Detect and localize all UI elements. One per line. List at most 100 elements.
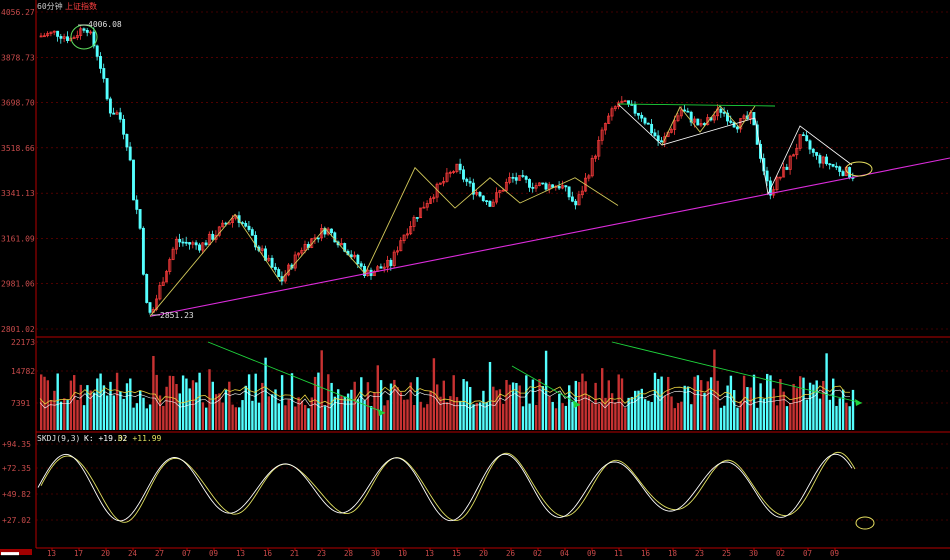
volume-bar[interactable] (333, 396, 337, 430)
candle-body[interactable] (181, 241, 185, 244)
volume-bar[interactable] (436, 384, 439, 430)
candle-body[interactable] (504, 181, 508, 191)
volume-bar[interactable] (673, 408, 676, 430)
candle-body[interactable] (148, 302, 152, 313)
candle-body[interactable] (838, 166, 842, 172)
candle-body[interactable] (528, 179, 531, 188)
candle-body[interactable] (221, 222, 225, 228)
candle-body[interactable] (524, 176, 528, 180)
candle-body[interactable] (739, 118, 743, 130)
candle-body[interactable] (732, 122, 736, 128)
candle-body[interactable] (792, 154, 795, 157)
candle-body[interactable] (392, 251, 396, 267)
candle-body[interactable] (72, 37, 76, 39)
candle-body[interactable] (815, 152, 819, 156)
candle-body[interactable] (818, 155, 822, 164)
candle-body[interactable] (475, 192, 479, 195)
candle-body[interactable] (607, 115, 611, 124)
volume-bar[interactable] (690, 404, 693, 430)
volume-bar[interactable] (601, 368, 604, 430)
candle-body[interactable] (518, 175, 522, 181)
candle-body[interactable] (673, 120, 677, 130)
volume-bar[interactable] (323, 406, 327, 430)
candle-body[interactable] (801, 134, 805, 137)
candle-body[interactable] (455, 163, 459, 172)
volume-bar[interactable] (106, 395, 109, 430)
volume-bar[interactable] (686, 386, 690, 430)
candle-body[interactable] (125, 133, 129, 148)
candle-body[interactable] (501, 190, 505, 192)
volume-bar[interactable] (271, 394, 274, 430)
candle-body[interactable] (201, 242, 205, 251)
volume-bar[interactable] (297, 397, 300, 430)
candle-body[interactable] (600, 129, 604, 141)
volume-bar[interactable] (630, 396, 634, 430)
volume-bar[interactable] (69, 380, 73, 430)
volume-bar[interactable] (119, 391, 122, 430)
candle-body[interactable] (557, 185, 561, 189)
volume-bar[interactable] (528, 403, 531, 430)
volume-bar[interactable] (627, 397, 630, 430)
candle-body[interactable] (689, 111, 693, 123)
volume-bar[interactable] (561, 403, 564, 430)
volume-bar[interactable] (775, 405, 779, 430)
volume-bar[interactable] (63, 398, 66, 430)
volume-bar[interactable] (828, 399, 832, 430)
candle-body[interactable] (564, 185, 568, 188)
volume-bar[interactable] (304, 405, 307, 430)
candle-body[interactable] (363, 265, 366, 276)
volume-bar[interactable] (650, 402, 653, 430)
volume-bar[interactable] (89, 390, 92, 430)
volume-bar[interactable] (485, 402, 488, 430)
volume-bar[interactable] (66, 400, 69, 430)
volume-bar[interactable] (502, 403, 505, 430)
candle-body[interactable] (478, 192, 482, 197)
volume-bar[interactable] (261, 382, 264, 430)
volume-bar[interactable] (548, 395, 551, 430)
candle-body[interactable] (825, 156, 828, 165)
volume-bar[interactable] (86, 385, 89, 430)
candle-body[interactable] (712, 115, 716, 121)
volume-bar[interactable] (779, 379, 782, 430)
candle-body[interactable] (105, 78, 109, 100)
volume-bar[interactable] (647, 400, 650, 430)
volume-bar[interactable] (99, 373, 102, 430)
volume-bar[interactable] (812, 384, 815, 430)
candle-body[interactable] (353, 254, 357, 258)
volume-bar[interactable] (792, 383, 795, 430)
volume-bar[interactable] (478, 402, 482, 430)
candle-body[interactable] (108, 98, 112, 114)
volume-bar[interactable] (224, 390, 228, 430)
volume-bar[interactable] (785, 406, 789, 430)
candle-body[interactable] (452, 171, 456, 173)
volume-bar[interactable] (739, 400, 742, 430)
candle-body[interactable] (531, 187, 535, 189)
volume-bar[interactable] (657, 378, 660, 430)
volume-bar[interactable] (726, 385, 729, 430)
candle-body[interactable] (778, 176, 782, 179)
volume-bar[interactable] (736, 407, 739, 430)
candle-body[interactable] (620, 100, 624, 104)
volume-bar[interactable] (244, 385, 247, 430)
candle-body[interactable] (178, 238, 182, 243)
candle-body[interactable] (231, 217, 234, 223)
volume-bar[interactable] (848, 406, 851, 430)
volume-bar[interactable] (581, 373, 584, 430)
volume-bar[interactable] (409, 382, 412, 430)
volume-bar[interactable] (241, 400, 244, 430)
volume-bar[interactable] (82, 405, 86, 430)
volume-bar[interactable] (808, 382, 812, 430)
candle-body[interactable] (227, 222, 231, 225)
candle-body[interactable] (775, 176, 779, 190)
volume-bar[interactable] (815, 380, 818, 430)
candle-body[interactable] (62, 36, 66, 39)
volume-bar[interactable] (426, 404, 429, 430)
candle-body[interactable] (415, 217, 419, 219)
candle-body[interactable] (198, 244, 201, 251)
volume-bar[interactable] (214, 394, 218, 430)
volume-bar[interactable] (317, 372, 320, 430)
candle-body[interactable] (379, 266, 383, 269)
volume-bar[interactable] (287, 399, 290, 430)
candle-body[interactable] (765, 170, 769, 182)
volume-bar[interactable] (129, 378, 132, 430)
